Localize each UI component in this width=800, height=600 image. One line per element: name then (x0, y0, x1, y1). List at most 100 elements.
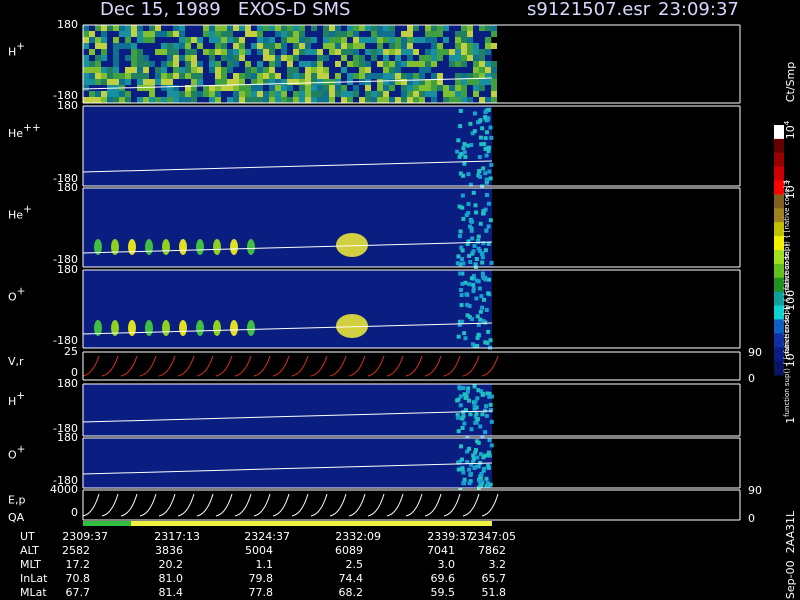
spectrum-cell (456, 415, 461, 420)
spectrum-cell (335, 37, 341, 43)
spectrum-cell (335, 49, 341, 55)
spectrum-cell (101, 79, 107, 85)
spectrum-cell (89, 37, 95, 43)
spectrum-cell (293, 25, 299, 31)
spectrum-cell (479, 67, 485, 73)
qa-bar (83, 521, 492, 526)
spectrum-cell (489, 408, 494, 413)
spectrum-cell (353, 37, 359, 43)
spectrum-cell (341, 31, 347, 37)
spectrum-cell (473, 49, 479, 55)
spectrum-cell (471, 273, 476, 278)
spectrum-blob (247, 239, 255, 255)
spectrum-cell (347, 25, 353, 31)
spectrum-cell (483, 207, 488, 212)
spectrum-cell (471, 190, 476, 195)
spectrum-cell (281, 97, 287, 103)
table-cell: 3836 (155, 544, 183, 557)
spectrum-cell (468, 479, 473, 484)
spectrum-cell (257, 79, 263, 85)
spectrum-cell (474, 257, 479, 262)
spectrum-cell (472, 111, 477, 116)
spectrum-cell (233, 85, 239, 91)
spectrum-cell (475, 335, 480, 340)
trace-curve (234, 355, 252, 377)
colorbar-cell (774, 347, 784, 362)
spectrum-cell (485, 49, 491, 55)
spectrum-cell (125, 43, 131, 49)
spectrum-cell (461, 481, 466, 486)
spectrum-cell (481, 274, 486, 279)
spectrum-cell (341, 43, 347, 49)
spectrum-blob (179, 239, 187, 255)
colorbar-cell (774, 222, 784, 237)
spectrum-cell (113, 67, 119, 73)
spectrum-cell (173, 61, 179, 67)
spectrum-cell (143, 61, 149, 67)
spectrum-cell (131, 61, 137, 67)
spectrum-cell (489, 260, 494, 265)
spectrum-cell (485, 117, 490, 122)
spectrum-cell (485, 340, 490, 345)
spectrum-cell (95, 61, 101, 67)
spectrum-cell (179, 97, 185, 103)
spectrum-cell (149, 31, 155, 37)
spectrum-cell (197, 43, 203, 49)
spectrum-cell (107, 91, 113, 97)
spectrum-cell (137, 37, 143, 43)
spectrum-cell (471, 249, 476, 254)
spectrum-cell (389, 73, 395, 79)
spectrum-cell (371, 37, 377, 43)
table-cell: 2324:37 (244, 530, 290, 543)
spectrum-cell (305, 85, 311, 91)
spectrum-cell (458, 271, 463, 276)
spectrum-cell (263, 79, 269, 85)
spectrum-cell (125, 37, 131, 43)
spectrum-cell (353, 31, 359, 37)
spectrum-cell (233, 37, 239, 43)
qa-bar (83, 521, 131, 526)
spectrum-cell (461, 25, 467, 31)
spectrum-cell (233, 79, 239, 85)
spectrum-cell (83, 79, 89, 85)
spectrum-cell (484, 228, 489, 233)
spectrum-cell (257, 25, 263, 31)
spectrum-cell (293, 43, 299, 49)
spectrum-cell (419, 85, 425, 91)
footer: Sep-00 2AA31L (784, 510, 797, 599)
spectrum-cell (281, 25, 287, 31)
spectrum-cell (466, 386, 471, 391)
spectrum-cell (191, 55, 197, 61)
spectrum-cell (107, 73, 113, 79)
spectrum-cell (425, 61, 431, 67)
spectrum-cell (239, 37, 245, 43)
spectrum-cell (293, 67, 299, 73)
spectrum-cell (395, 37, 401, 43)
spectrum-cell (395, 97, 401, 103)
spectrum-cell (419, 91, 425, 97)
spectrum-cell (456, 254, 461, 259)
colorbar-cell (774, 250, 784, 265)
spectrum-cell (481, 211, 486, 216)
spectrum-cell (95, 91, 101, 97)
spectrum-cell (323, 55, 329, 61)
spectrum-cell (461, 173, 466, 178)
spectrum-cell (437, 31, 443, 37)
spectrum-cell (359, 67, 365, 73)
spectrum-cell (437, 55, 443, 61)
spectrum-cell (341, 49, 347, 55)
spectrum-cell (161, 43, 167, 49)
spectrum-cell (383, 85, 389, 91)
spectrum-cell (209, 37, 215, 43)
spectrum-cell (455, 85, 461, 91)
spectrum-cell (471, 459, 476, 464)
spectrum-cell (89, 67, 95, 73)
spectrum-cell (125, 79, 131, 85)
panel-bg (83, 188, 492, 267)
spectrum-cell (323, 85, 329, 91)
panel-bg (83, 270, 492, 348)
spectrum-cell (245, 73, 251, 79)
spectrum-cell (305, 97, 311, 103)
spectrum-cell (461, 31, 467, 37)
trace-curve (367, 355, 385, 377)
